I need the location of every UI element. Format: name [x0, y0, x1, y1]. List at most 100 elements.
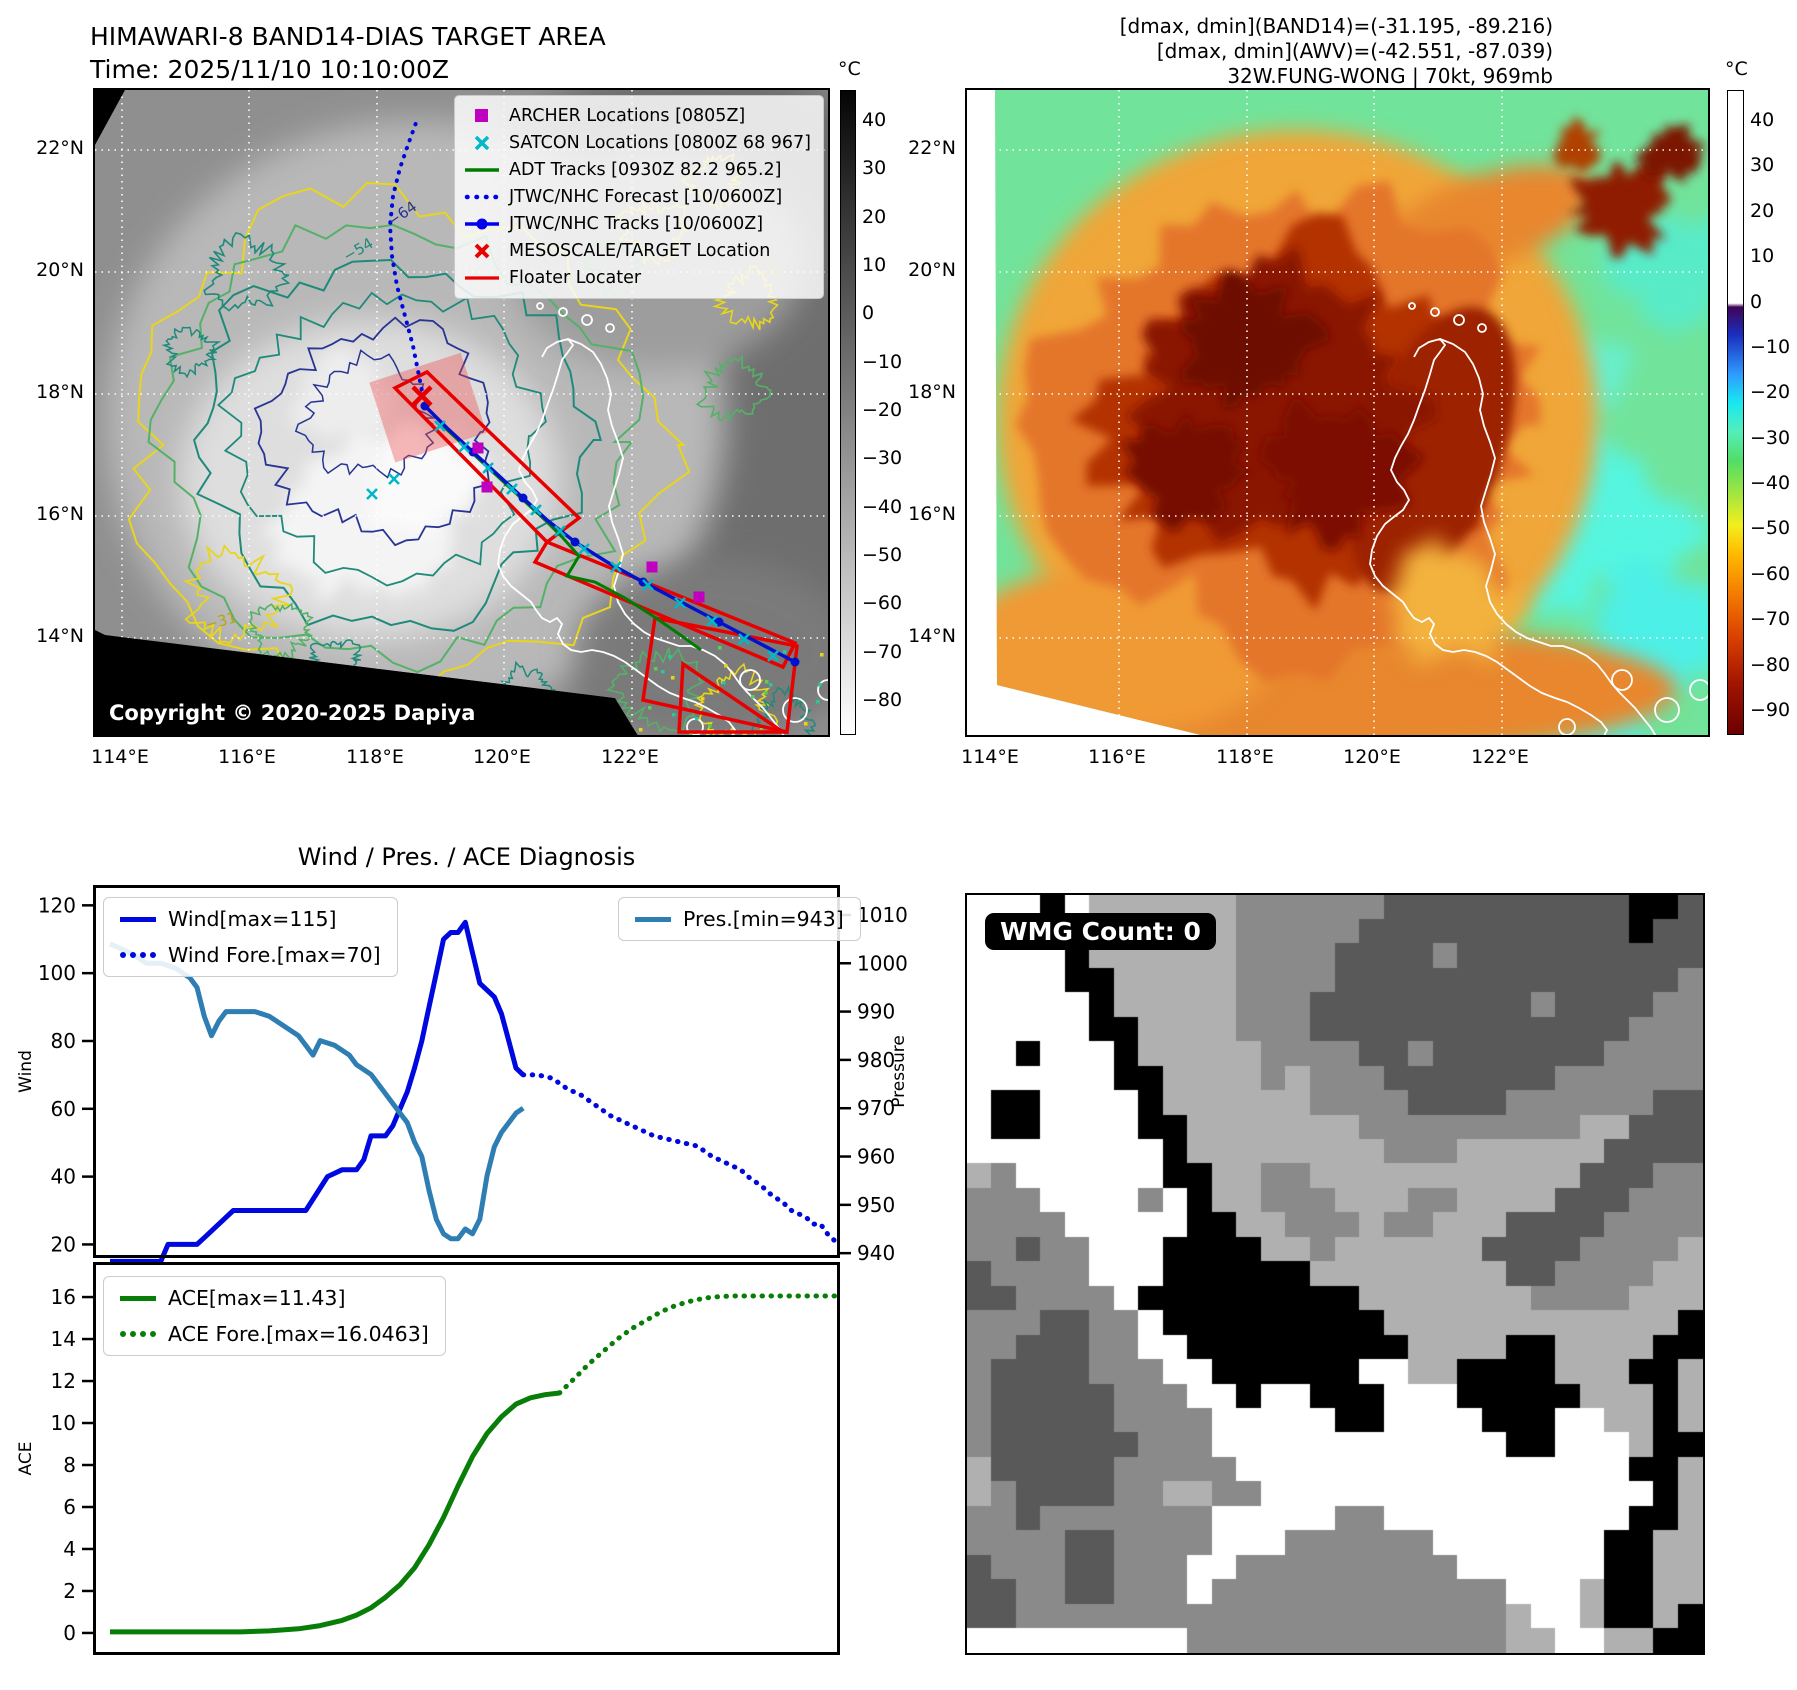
colorbar-tick-right: 10	[1750, 245, 1775, 268]
svg-text:40: 40	[51, 1165, 76, 1189]
colorbar-tick-right: −90	[1750, 699, 1791, 721]
pressure-legend-label: Pres.[min=943]	[683, 907, 844, 931]
lon-tick-left: 118°E	[346, 746, 404, 768]
map-legend-row: JTWC/NHC Tracks [10/0600Z]	[463, 212, 811, 236]
colorbar-tick-left: −60	[862, 592, 903, 615]
svg-text:6: 6	[63, 1495, 76, 1519]
svg-text:100: 100	[38, 961, 76, 985]
legend-row-ace: ACE[max=11.43]	[120, 1286, 429, 1310]
lon-tick-left: 114°E	[91, 746, 149, 768]
lon-tick-left: 116°E	[218, 746, 276, 768]
ace-line-sample	[120, 1295, 156, 1301]
svg-text:Pressure: Pressure	[889, 1035, 909, 1108]
map-legend-row: ARCHER Locations [0805Z]	[463, 104, 811, 128]
lon-tick-right: 114°E	[961, 746, 1019, 768]
storm-id: 32W.FUNG-WONG | 70kt, 969mb	[1227, 64, 1553, 88]
ace-legend-label: ACE[max=11.43]	[168, 1286, 346, 1310]
awv-map-image	[967, 90, 1708, 735]
lat-tick-right: 18°N	[908, 381, 956, 403]
svg-text:16: 16	[51, 1285, 76, 1309]
xred-marker-icon	[474, 243, 490, 259]
legend-row-wind-forecast: Wind Fore.[max=70]	[120, 943, 381, 967]
svg-text:10: 10	[51, 1411, 76, 1435]
wind-legend: Wind[max=115] Wind Fore.[max=70]	[103, 897, 398, 977]
svg-text:ACE: ACE	[16, 1442, 36, 1476]
map-legend-row: JTWC/NHC Forecast [10/0600Z]	[463, 185, 811, 209]
lat-tick-right: 20°N	[908, 259, 956, 281]
wind-forecast-legend-label: Wind Fore.[max=70]	[168, 943, 381, 967]
lon-tick-left: 120°E	[473, 746, 531, 768]
svg-text:120: 120	[38, 893, 76, 917]
header-right: [dmax, dmin](BAND14)=(-31.195, -89.216) …	[953, 14, 1553, 89]
svg-text:1000: 1000	[857, 951, 908, 975]
lon-tick-right: 118°E	[1216, 746, 1274, 768]
ace-chart: 0 2 4 6 8 10 12 14 16 ACE	[16, 1262, 840, 1655]
legend-row-ace-forecast: ACE Fore.[max=16.0463]	[120, 1322, 429, 1346]
colorbar-tick-right: 30	[1750, 154, 1775, 177]
wind-line-sample	[120, 916, 156, 922]
colorbar-tick-right: 40	[1750, 109, 1775, 131]
colorbar-tick-left: 20	[862, 205, 887, 228]
ace-forecast-line-sample	[120, 1331, 156, 1337]
legend-row-wind: Wind[max=115]	[120, 907, 381, 931]
map-legend-label: SATCON Locations [0800Z 68 967]	[508, 133, 811, 153]
copyright-label: Copyright © 2020-2025 Dapiya	[99, 698, 486, 728]
svg-text:1010: 1010	[857, 903, 908, 927]
bdots-marker-icon	[464, 194, 501, 200]
colorbar-tick-left: −70	[862, 640, 903, 663]
pressure-legend: Pres.[min=943]	[618, 897, 861, 941]
map-legend-label: JTWC/NHC Tracks [10/0600Z]	[508, 214, 764, 234]
svg-text:970: 970	[857, 1096, 895, 1120]
awv-satellite-map	[965, 88, 1710, 737]
colorbar-tick-right: −20	[1750, 381, 1791, 404]
colorbar-tick-right: −70	[1750, 608, 1791, 631]
lat-tick-left: 14°N	[36, 625, 84, 647]
colorbar-tick-right: −10	[1750, 335, 1791, 358]
colorbar-tick-right: −30	[1750, 426, 1791, 449]
band14-satellite-map: −64−54−31−31 ARCHER Locations [0805Z]SAT…	[93, 88, 830, 737]
bline-marker-icon	[464, 218, 499, 230]
svg-text:980: 980	[857, 1048, 895, 1072]
svg-text:2: 2	[63, 1579, 76, 1603]
colorbar-tick-left: 40	[862, 109, 887, 131]
colorbar-tick-right: 20	[1750, 199, 1775, 222]
map-legend-label: ADT Tracks [0930Z 82.2 965.2]	[508, 160, 782, 180]
colorbar-tick-right: −60	[1750, 562, 1791, 585]
colorbar-tick-left: 30	[862, 157, 887, 180]
charts-title: Wind / Pres. / ACE Diagnosis	[297, 843, 636, 871]
wind-pressure-chart: 20 40 60 80 100 120 940 950 960 970 980 990 1000 1010…	[16, 885, 909, 1265]
timestamp: Time: 2025/11/10 10:10:00Z	[90, 55, 449, 84]
map-legend: ARCHER Locations [0805Z] SATCON Locations…	[453, 95, 824, 299]
band14-colorbar-unit: °C	[838, 58, 861, 80]
xcyan-marker-icon	[474, 135, 490, 151]
map-legend-row: SATCON Locations [0800Z 68 967]	[463, 131, 811, 155]
svg-text:14: 14	[51, 1327, 76, 1351]
dmax-dmin-band14: [dmax, dmin](BAND14)=(-31.195, -89.216)	[1119, 14, 1553, 38]
ace-forecast-legend-label: ACE Fore.[max=16.0463]	[168, 1322, 429, 1346]
map-legend-row: MESOSCALE/TARGET Location	[463, 239, 811, 263]
wmg-image	[967, 895, 1703, 1653]
svg-text:12: 12	[51, 1369, 76, 1393]
map-legend-label: MESOSCALE/TARGET Location	[508, 241, 771, 261]
lat-tick-right: 14°N	[908, 625, 956, 647]
svg-text:990: 990	[857, 1000, 895, 1024]
svg-text:80: 80	[51, 1029, 76, 1053]
header-left: HIMAWARI-8 BAND14-DIAS TARGET AREA Time:…	[90, 20, 606, 86]
lon-tick-right: 122°E	[1471, 746, 1529, 768]
colorbar-tick-right: 0	[1750, 290, 1763, 313]
band14-colorbar	[840, 90, 856, 735]
lat-tick-left: 16°N	[36, 503, 84, 525]
lon-tick-left: 122°E	[601, 746, 659, 768]
lon-tick-right: 116°E	[1088, 746, 1146, 768]
page-title: HIMAWARI-8 BAND14-DIAS TARGET AREA	[90, 22, 606, 51]
svg-text:0: 0	[63, 1621, 76, 1645]
map-legend-row: ADT Tracks [0930Z 82.2 965.2]	[463, 158, 811, 182]
awv-colorbar-unit: °C	[1725, 58, 1748, 80]
map-legend-label: Floater Locater	[508, 268, 642, 288]
svg-text:Wind: Wind	[16, 1050, 36, 1093]
svg-text:950: 950	[857, 1193, 895, 1217]
colorbar-tick-left: 10	[862, 254, 887, 276]
svg-text:20: 20	[51, 1232, 76, 1256]
colorbar-tick-left: −50	[862, 544, 903, 566]
